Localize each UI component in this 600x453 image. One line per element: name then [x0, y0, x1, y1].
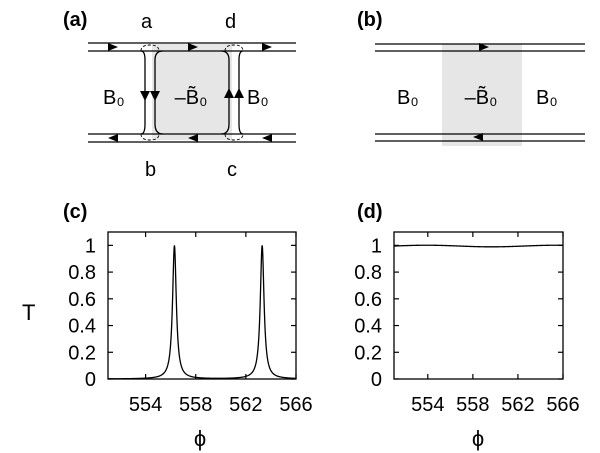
panel-d-y-tick-label: 0.4 — [354, 316, 382, 338]
panel-c-plot-frame — [107, 231, 297, 380]
panel-a-region-middle: –B̃₀ — [175, 86, 208, 109]
panel-a-label: (a) — [63, 9, 87, 31]
panel-c-x-tick-label: 562 — [229, 394, 262, 416]
panel-d-y-tick-label: 0 — [371, 369, 382, 391]
panel-d-y-tick-label: 0.8 — [354, 262, 382, 284]
panel-b-region-middle: –B̃₀ — [465, 86, 498, 109]
panel-d-x-tick-label: 554 — [411, 394, 444, 416]
panel-a-corner-c: c — [227, 159, 237, 181]
panel-a-region-right: B₀ — [247, 87, 269, 109]
panel-b-shaded-region — [442, 44, 522, 146]
panel-a-schematic: (a) a d b c B₀ –B̃₀ B₀ — [63, 9, 296, 181]
panel-a-region-left: B₀ — [103, 87, 125, 109]
panel-a-corner-a: a — [141, 11, 153, 33]
panel-c-y-tick-label: 0.2 — [68, 342, 96, 364]
panel-a-shaded-region — [152, 44, 232, 140]
panel-c-chart: (c) T 0 0.2 0.4 0.6 0.8 1 554 558 562 566 ϕ — [22, 201, 313, 451]
panel-d-x-tick-label: 566 — [546, 394, 579, 416]
panel-c-y-ticks: 0 0.2 0.4 0.6 0.8 1 — [68, 235, 296, 391]
panel-b-arrow-bottom — [473, 133, 483, 141]
panel-a-corner-d: d — [225, 11, 236, 33]
panel-c-y-tick-label: 0 — [85, 369, 96, 391]
panel-c-y-tick-label: 0.8 — [68, 262, 96, 284]
panel-b-arrow-top — [479, 43, 489, 51]
panel-b-schematic: (b) B₀ –B̃₀ B₀ — [357, 9, 585, 146]
panel-a-arrow-top-left — [108, 43, 118, 51]
panel-d-x-tick-label: 558 — [456, 394, 489, 416]
panel-d-label: (d) — [357, 201, 383, 223]
panel-a-tunnel-d — [224, 44, 244, 52]
panel-a-arrow-bottom-middle — [188, 134, 198, 142]
panel-d-transmission-curve — [393, 244, 563, 248]
panel-d-y-tick-label: 0.6 — [354, 289, 382, 311]
panel-a-arrow-bottom-left — [108, 134, 118, 142]
panel-c-y-tick-label: 0.4 — [68, 316, 96, 338]
panel-c-y-tick-label: 1 — [85, 235, 96, 257]
panel-b-label: (b) — [357, 9, 383, 31]
panel-a-arrow-top-middle — [188, 43, 198, 51]
panel-d-x-tick-label: 562 — [501, 394, 534, 416]
panel-a-tunnel-b — [140, 133, 160, 141]
panel-d-chart: (d) 0 0.2 0.4 0.6 0.8 1 554 558 562 566 ϕ — [354, 201, 580, 451]
panel-c-transmission-curve — [108, 245, 297, 380]
panel-d-y-ticks: 0 0.2 0.4 0.6 0.8 1 — [354, 235, 563, 391]
panel-d-y-tick-label: 1 — [371, 235, 382, 257]
panel-a-arrow-down-2 — [150, 91, 160, 101]
panel-d-plot-frame — [393, 231, 564, 380]
panel-c-x-axis-title: ϕ — [194, 426, 206, 451]
panel-c-x-tick-label: 566 — [279, 394, 312, 416]
panel-d-x-ticks: 554 558 562 566 — [411, 232, 580, 416]
panel-d-x-axis-title: ϕ — [472, 426, 484, 451]
panel-c-y-tick-label: 0.6 — [68, 289, 96, 311]
panel-a-arrow-down-1 — [140, 91, 150, 101]
panel-a-arrow-top-right — [262, 43, 272, 51]
panel-a-tunnel-c — [224, 133, 244, 141]
panel-a-arrow-bottom-right — [262, 134, 272, 142]
panel-a-arrow-up-1 — [224, 88, 234, 98]
panel-b-region-left: B₀ — [397, 87, 419, 109]
panel-c-x-tick-label: 558 — [179, 394, 212, 416]
panel-c-x-tick-label: 554 — [129, 394, 162, 416]
panel-c-x-ticks: 554 558 562 566 — [129, 232, 313, 416]
panel-d-y-tick-label: 0.2 — [354, 342, 382, 364]
panel-a-tunnel-a — [140, 44, 160, 52]
panel-b-region-right: B₀ — [536, 87, 558, 109]
panel-a-arrow-up-2 — [234, 88, 244, 98]
panel-c-label: (c) — [63, 201, 87, 223]
panel-c-y-axis-title: T — [22, 300, 35, 325]
panel-a-corner-b: b — [145, 159, 156, 181]
